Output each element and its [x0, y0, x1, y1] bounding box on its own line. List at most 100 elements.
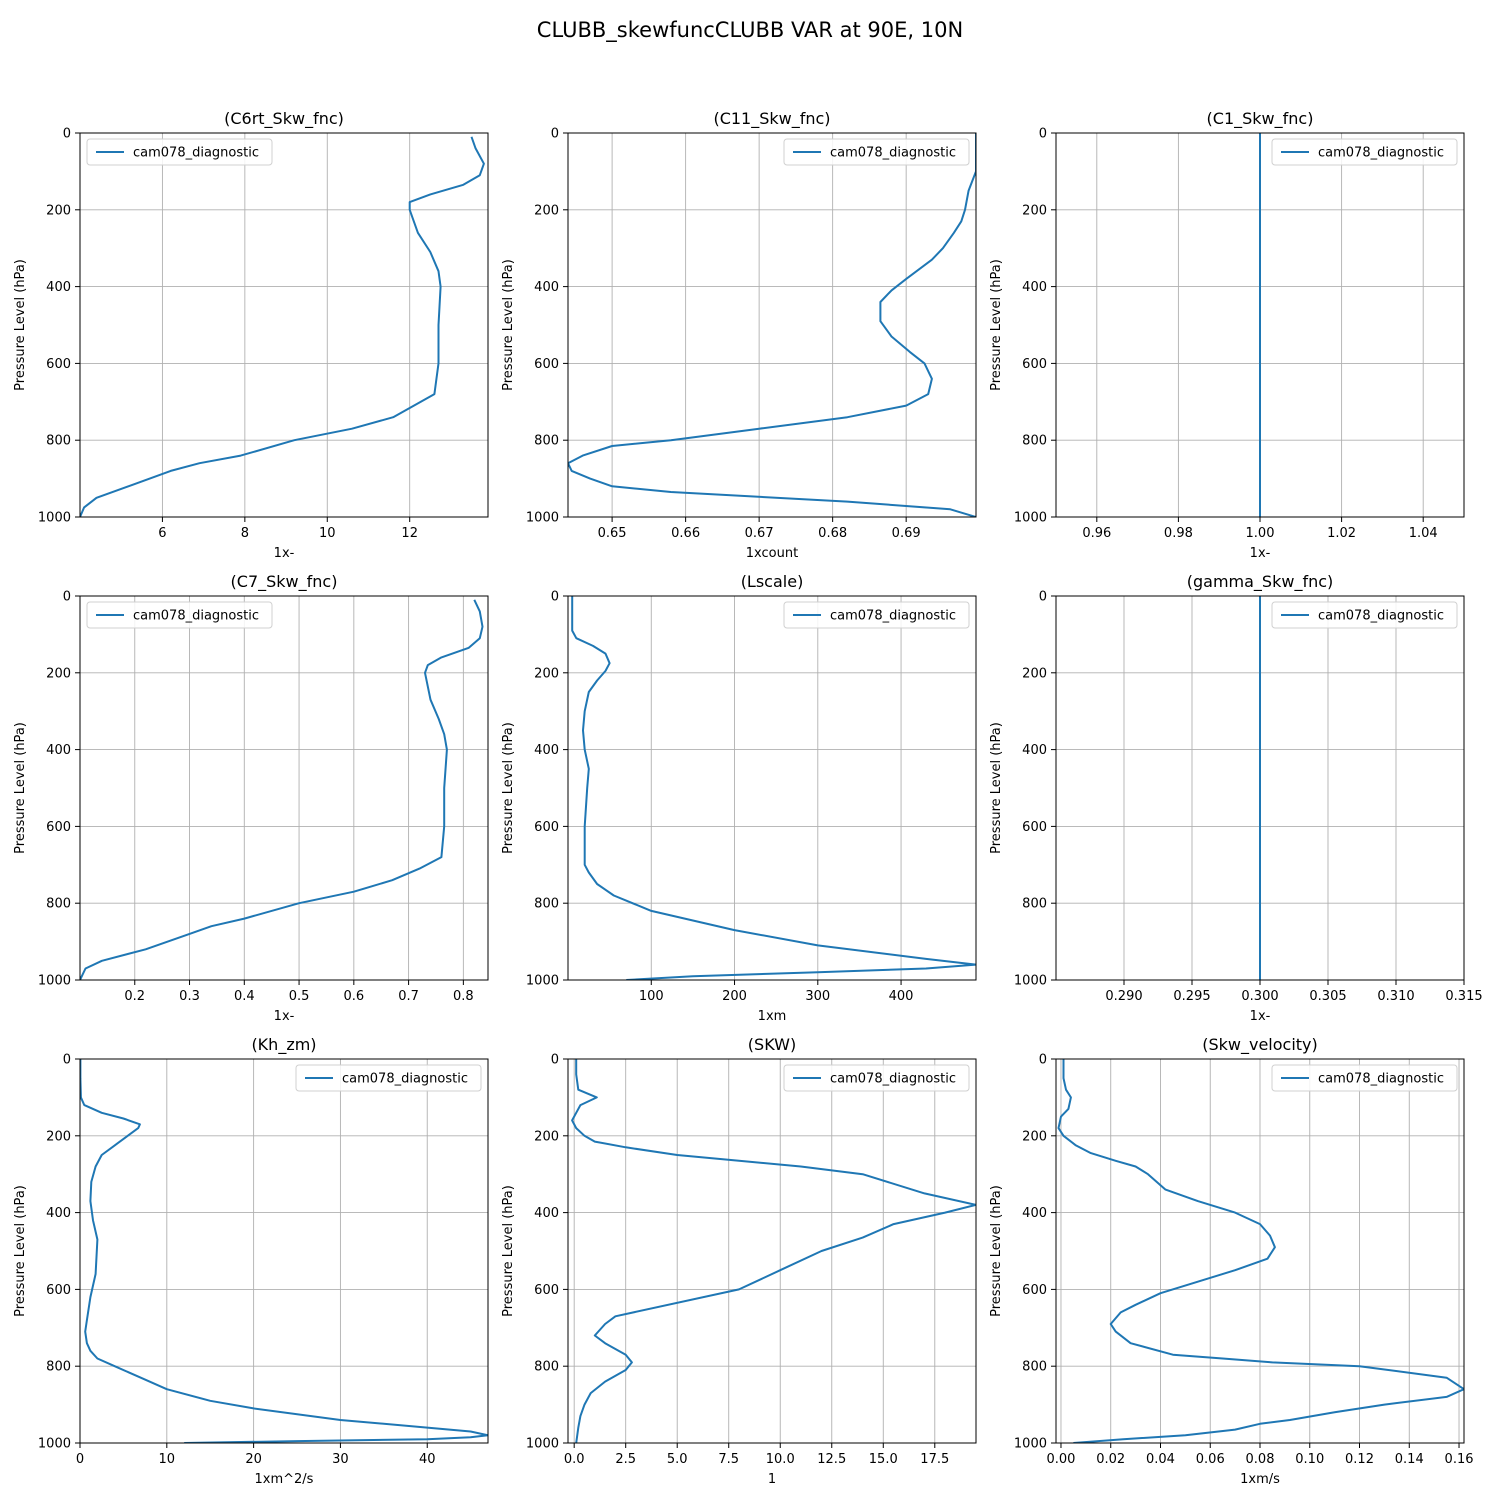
plot-area	[80, 1059, 488, 1443]
x-tick-label: 0.00	[1046, 1452, 1075, 1467]
y-tick-label: 800	[1022, 897, 1047, 912]
x-tick-label: 0.4	[234, 989, 255, 1004]
x-axis-label: 1	[768, 1472, 776, 1487]
x-tick-label: 0.10	[1295, 1452, 1324, 1467]
y-tick-label: 800	[46, 897, 71, 912]
x-axis-label: 1x-	[1250, 546, 1271, 561]
y-tick-label: 1000	[526, 974, 559, 989]
y-tick-label: 600	[1022, 820, 1047, 835]
legend: cam078_diagnostic	[783, 601, 970, 629]
y-tick-label: 1000	[1014, 1437, 1047, 1452]
y-tick-label: 1000	[526, 511, 559, 526]
legend-label: cam078_diagnostic	[1318, 146, 1444, 161]
plot-area	[80, 133, 488, 517]
subplot-5: 100 200 300 400 0 200 400 600 800 1000 (Lscale) 1xm…	[501, 572, 977, 1024]
y-axis-label: Pressure Level (hPa)	[501, 722, 516, 854]
legend-box	[783, 1064, 970, 1092]
x-axis-label: 1x-	[1250, 1009, 1271, 1024]
plot-area	[568, 133, 976, 517]
subplot-title: (SKW)	[748, 1035, 796, 1054]
x-axis-label: 1xm^2/s	[255, 1472, 314, 1487]
plot-frame	[79, 595, 489, 981]
y-tick-label: 600	[534, 820, 559, 835]
y-tick-label: 0	[1039, 590, 1047, 605]
legend-label: cam078_diagnostic	[1318, 1072, 1444, 1087]
x-tick-label: 1.00	[1246, 526, 1275, 541]
y-tick-label: 1000	[1014, 511, 1047, 526]
y-tick-label: 800	[46, 434, 71, 449]
legend-label: cam078_diagnostic	[830, 609, 956, 624]
x-axis-label: 1xm	[758, 1009, 787, 1024]
x-tick-label: 12	[401, 526, 418, 541]
y-tick-label: 0	[1039, 1053, 1047, 1068]
legend: cam078_diagnostic	[1271, 138, 1458, 166]
x-tick-label: 1.04	[1409, 526, 1438, 541]
x-tick-label: 0.305	[1309, 989, 1346, 1004]
plot-frame	[567, 132, 977, 518]
series-line-1	[568, 133, 976, 517]
x-tick-label: 0.315	[1445, 989, 1482, 1004]
subplot-9: 0.00 0.02 0.04 0.06 0.08 0.10 0.12 0.14 0.16 0 200…	[989, 1035, 1474, 1487]
y-tick-label: 800	[1022, 1360, 1047, 1375]
y-tick-label: 1000	[38, 511, 71, 526]
x-tick-label: 0.8	[453, 989, 474, 1004]
x-axis-label: 1x-	[274, 546, 295, 561]
x-tick-label: 30	[332, 1452, 349, 1467]
x-tick-label: 0.290	[1105, 989, 1142, 1004]
legend-label: cam078_diagnostic	[830, 146, 956, 161]
y-tick-label: 800	[46, 1360, 71, 1375]
series-line-1	[571, 596, 976, 980]
x-tick-label: 1.02	[1327, 526, 1356, 541]
x-tick-label: 300	[805, 989, 830, 1004]
legend-label: cam078_diagnostic	[133, 146, 259, 161]
y-tick-label: 600	[534, 357, 559, 372]
y-axis-label: Pressure Level (hPa)	[989, 722, 1004, 854]
x-tick-label: 0.12	[1345, 1452, 1374, 1467]
subplot-8: 0.0 2.5 5.0 7.5 10.0 12.5 15.0 17.5 0 200 400 600 80…	[501, 1035, 977, 1487]
x-tick-label: 0.96	[1082, 526, 1111, 541]
series-line-1	[80, 1059, 488, 1443]
legend-box	[86, 138, 273, 166]
plot-area	[568, 1059, 976, 1443]
legend-box	[1271, 1064, 1458, 1092]
x-tick-label: 0.98	[1164, 526, 1193, 541]
y-tick-label: 400	[1022, 1206, 1047, 1221]
legend-label: cam078_diagnostic	[342, 1072, 468, 1087]
x-tick-label: 0.310	[1377, 989, 1414, 1004]
x-tick-label: 0.08	[1246, 1452, 1275, 1467]
legend: cam078_diagnostic	[86, 138, 273, 166]
x-tick-label: 15.0	[869, 1452, 898, 1467]
legend-label: cam078_diagnostic	[133, 609, 259, 624]
x-tick-label: 0.7	[398, 989, 419, 1004]
x-tick-label: 0.2	[124, 989, 145, 1004]
y-tick-label: 600	[46, 820, 71, 835]
subplot-title: (C7_Skw_fnc)	[231, 572, 338, 592]
x-tick-label: 6	[158, 526, 166, 541]
x-tick-label: 0.04	[1146, 1452, 1175, 1467]
x-tick-label: 0.3	[179, 989, 200, 1004]
y-tick-label: 800	[534, 434, 559, 449]
subplot-title: (gamma_Skw_fnc)	[1187, 572, 1334, 592]
plot-frame	[567, 595, 977, 981]
y-tick-label: 400	[534, 1206, 559, 1221]
subplot-3: 0.96 0.98 1.00 1.02 1.04 0 200 400 600 800 1000 (C1…	[989, 109, 1465, 561]
y-tick-label: 200	[1022, 666, 1047, 681]
legend-box	[1271, 138, 1458, 166]
legend-box	[295, 1064, 482, 1092]
y-tick-label: 200	[46, 1129, 71, 1144]
series-line-1	[80, 136, 485, 517]
plot-frame	[1055, 132, 1465, 518]
plot-frame	[1055, 1058, 1465, 1444]
y-tick-label: 600	[1022, 357, 1047, 372]
legend: cam078_diagnostic	[86, 601, 273, 629]
x-tick-label: 200	[722, 989, 747, 1004]
plot-area	[568, 596, 976, 980]
x-tick-label: 0.02	[1096, 1452, 1125, 1467]
x-tick-label: 100	[639, 989, 664, 1004]
x-tick-label: 5.0	[667, 1452, 688, 1467]
subplot-4: 0.2 0.3 0.4 0.5 0.6 0.7 0.8 0 200 400 600 800 1000 (C…	[13, 572, 489, 1024]
y-tick-label: 200	[534, 666, 559, 681]
x-tick-label: 8	[241, 526, 249, 541]
x-tick-label: 17.5	[920, 1452, 949, 1467]
